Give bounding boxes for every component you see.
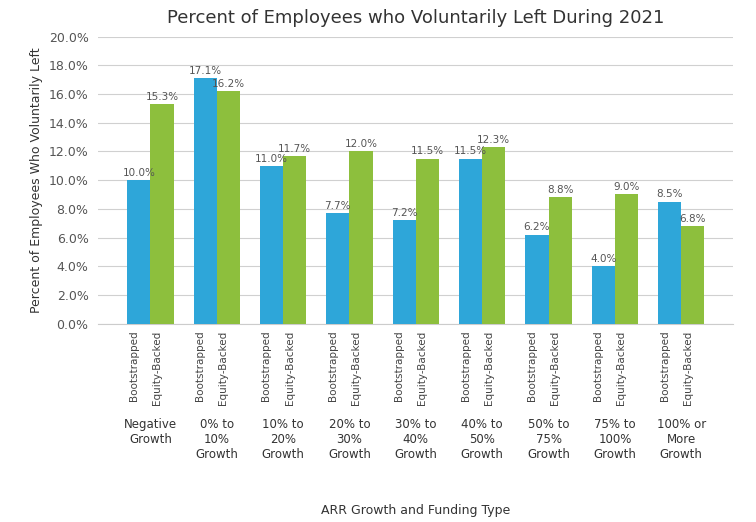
Text: 15.3%: 15.3%: [145, 92, 178, 102]
Bar: [217, 91, 240, 324]
Bar: [525, 235, 549, 324]
Bar: [615, 195, 638, 324]
Bar: [416, 159, 439, 324]
Text: Bootstrapped: Bootstrapped: [328, 330, 338, 401]
Text: Equity-Backed: Equity-Backed: [218, 330, 228, 405]
Text: Bootstrapped: Bootstrapped: [262, 330, 271, 401]
Text: 11.5%: 11.5%: [411, 146, 444, 157]
Bar: [194, 78, 217, 324]
Text: 12.0%: 12.0%: [345, 139, 377, 149]
Text: ARR Growth and Funding Type: ARR Growth and Funding Type: [321, 504, 510, 517]
Bar: [150, 104, 174, 324]
Text: 9.0%: 9.0%: [613, 182, 640, 192]
Text: 7.7%: 7.7%: [324, 201, 351, 211]
Text: Equity-Backed: Equity-Backed: [351, 330, 361, 405]
Text: 50% to
75%
Growth: 50% to 75% Growth: [527, 418, 570, 460]
Text: Equity-Backed: Equity-Backed: [152, 330, 162, 405]
Text: 75% to
100%
Growth: 75% to 100% Growth: [593, 418, 637, 460]
Text: 16.2%: 16.2%: [212, 79, 245, 89]
Text: 11.5%: 11.5%: [454, 146, 487, 157]
Bar: [392, 220, 416, 324]
Text: Bootstrapped: Bootstrapped: [394, 330, 404, 401]
Text: Equity-Backed: Equity-Backed: [285, 330, 295, 405]
Text: Equity-Backed: Equity-Backed: [683, 330, 692, 405]
Bar: [127, 180, 150, 324]
Text: 30% to
40%
Growth: 30% to 40% Growth: [395, 418, 437, 460]
Text: Equity-Backed: Equity-Backed: [616, 330, 627, 405]
Bar: [327, 213, 349, 324]
Text: 10.0%: 10.0%: [122, 168, 155, 178]
Text: 4.0%: 4.0%: [590, 254, 616, 264]
Text: Equity-Backed: Equity-Backed: [484, 330, 494, 405]
Text: 11.0%: 11.0%: [255, 153, 288, 163]
Text: Bootstrapped: Bootstrapped: [460, 330, 470, 401]
Text: 12.3%: 12.3%: [477, 135, 510, 145]
Y-axis label: Percent of Employees Who Voluntarily Left: Percent of Employees Who Voluntarily Lef…: [30, 48, 43, 313]
Text: Equity-Backed: Equity-Backed: [550, 330, 560, 405]
Text: Bootstrapped: Bootstrapped: [195, 330, 205, 401]
Text: Bootstrapped: Bootstrapped: [129, 330, 139, 401]
Bar: [260, 166, 283, 324]
Bar: [658, 201, 681, 324]
Text: 40% to
50%
Growth: 40% to 50% Growth: [460, 418, 503, 460]
Text: 6.8%: 6.8%: [680, 214, 706, 224]
Bar: [459, 159, 482, 324]
Text: Equity-Backed: Equity-Backed: [417, 330, 427, 405]
Text: Bootstrapped: Bootstrapped: [527, 330, 537, 401]
Text: 100% or
More
Growth: 100% or More Growth: [657, 418, 706, 460]
Text: 17.1%: 17.1%: [188, 66, 222, 76]
Text: 8.8%: 8.8%: [547, 185, 573, 195]
Bar: [482, 147, 505, 324]
Text: 11.7%: 11.7%: [278, 144, 311, 153]
Bar: [681, 226, 705, 324]
Bar: [549, 197, 572, 324]
Title: Percent of Employees who Voluntarily Left During 2021: Percent of Employees who Voluntarily Lef…: [167, 9, 665, 27]
Text: Bootstrapped: Bootstrapped: [593, 330, 603, 401]
Text: 10% to
20%
Growth: 10% to 20% Growth: [262, 418, 305, 460]
Text: 0% to
10%
Growth: 0% to 10% Growth: [195, 418, 238, 460]
Bar: [349, 151, 373, 324]
Text: 8.5%: 8.5%: [656, 189, 683, 199]
Text: Negative
Growth: Negative Growth: [124, 418, 177, 446]
Text: Bootstrapped: Bootstrapped: [660, 330, 670, 401]
Text: 7.2%: 7.2%: [391, 208, 417, 218]
Bar: [283, 156, 306, 324]
Text: 6.2%: 6.2%: [524, 222, 550, 232]
Bar: [592, 266, 615, 324]
Text: 20% to
30%
Growth: 20% to 30% Growth: [328, 418, 371, 460]
